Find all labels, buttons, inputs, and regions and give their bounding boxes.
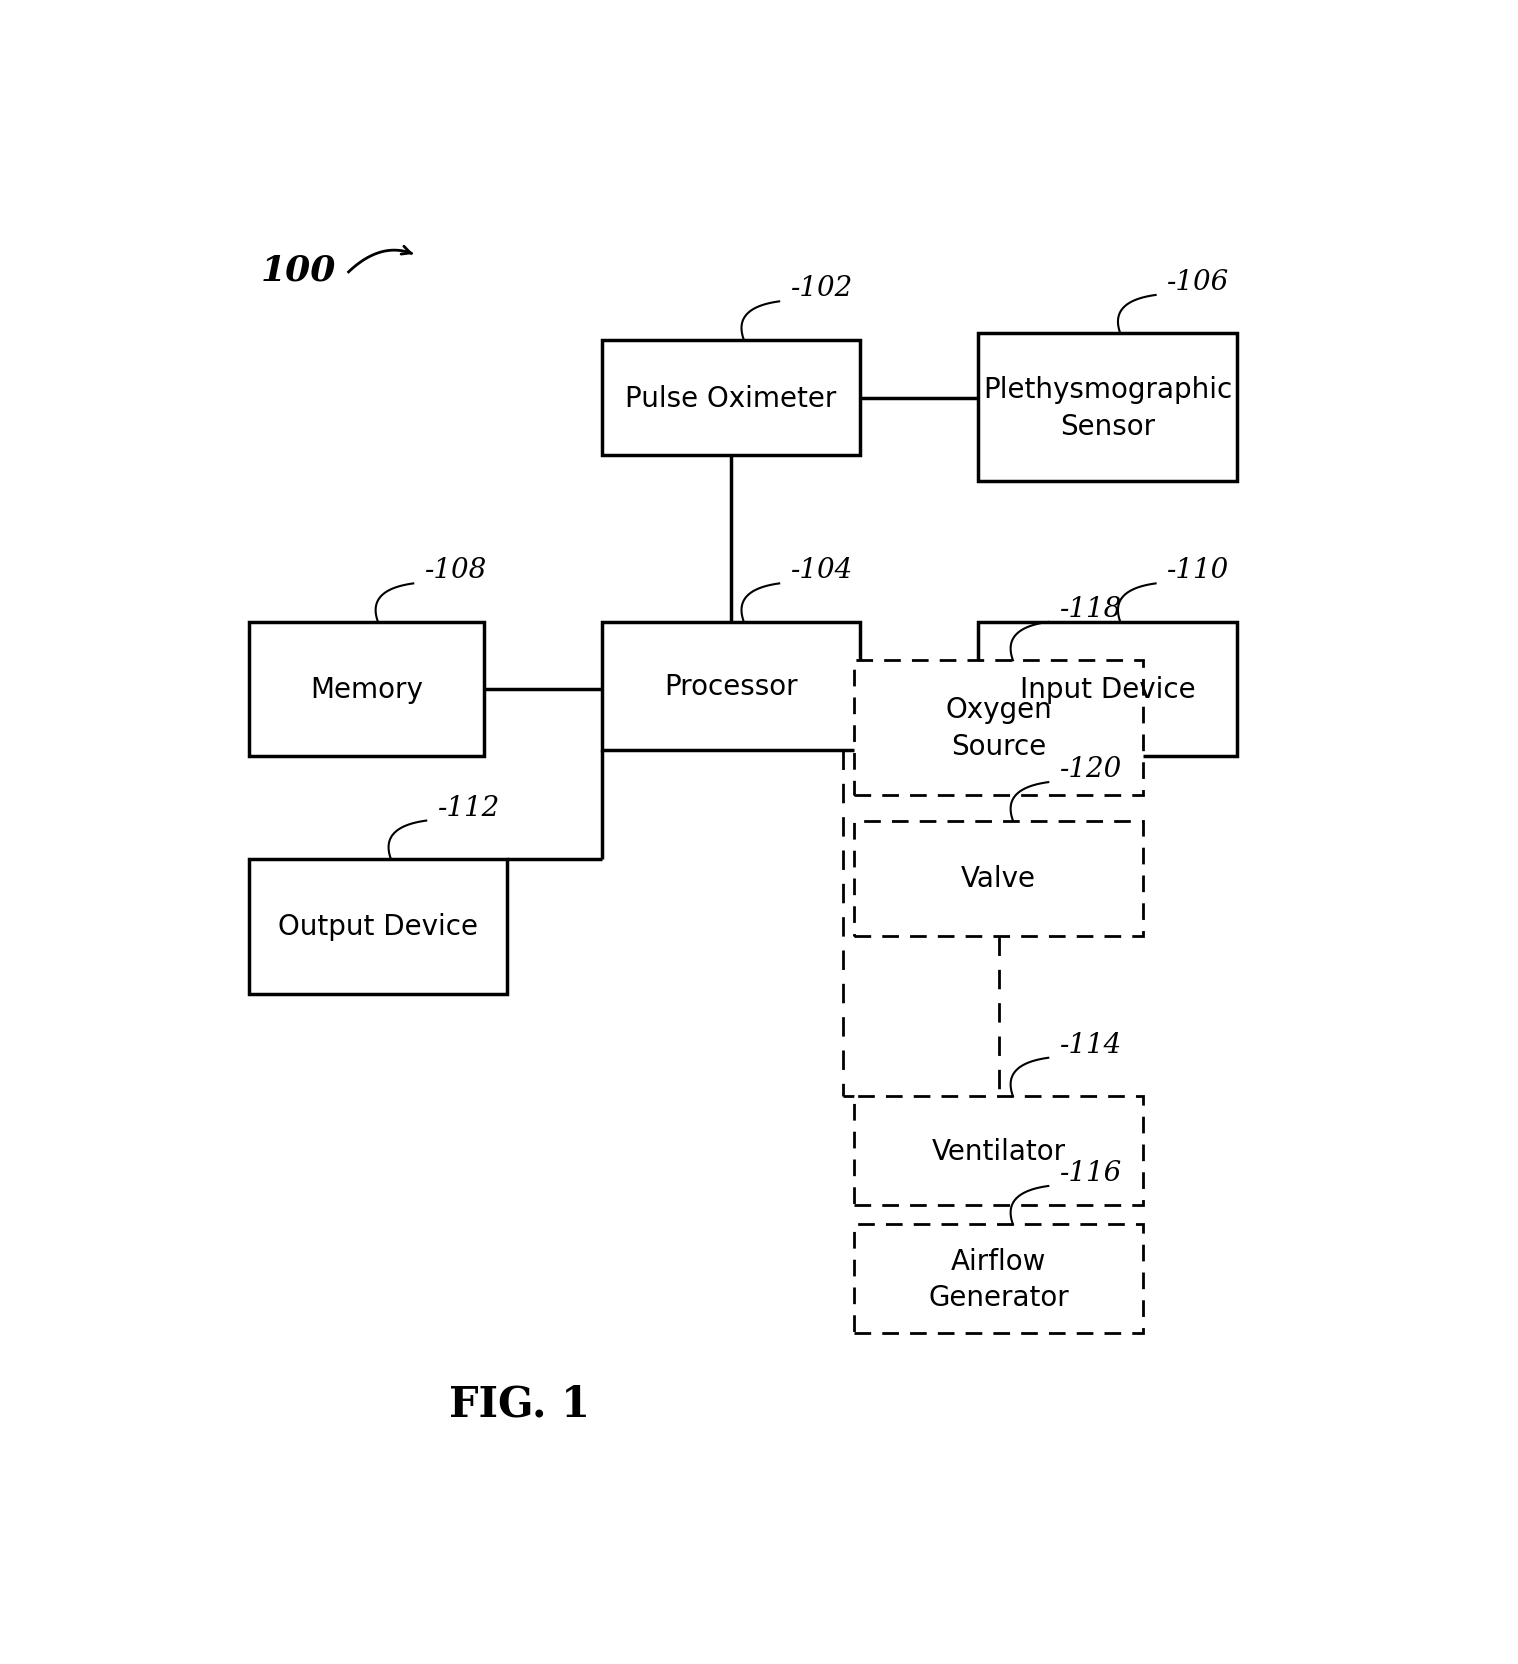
Text: Memory: Memory (310, 676, 422, 704)
Text: -104: -104 (791, 557, 853, 584)
Text: Oxygen
Source: Oxygen Source (946, 696, 1052, 760)
Bar (855, 820, 1143, 937)
Text: Output Device: Output Device (278, 914, 478, 940)
Text: 100: 100 (261, 253, 335, 288)
Text: Airflow
Generator: Airflow Generator (927, 1246, 1069, 1311)
Text: Input Device: Input Device (1020, 676, 1195, 704)
Text: -106: -106 (1167, 270, 1230, 296)
Bar (978, 334, 1237, 481)
Text: Processor: Processor (663, 672, 798, 701)
Text: -112: -112 (439, 794, 501, 820)
Bar (855, 1097, 1143, 1205)
Text: -114: -114 (1060, 1032, 1122, 1058)
Text: -110: -110 (1167, 557, 1230, 584)
Bar (978, 622, 1237, 757)
Text: Plethysmographic
Sensor: Plethysmographic Sensor (982, 376, 1233, 441)
Text: -102: -102 (791, 275, 853, 303)
Text: -118: -118 (1060, 596, 1122, 622)
Text: Pulse Oximeter: Pulse Oximeter (625, 384, 836, 413)
Bar (601, 622, 861, 750)
Bar (249, 860, 507, 993)
Text: Valve: Valve (961, 865, 1037, 894)
Bar (249, 622, 484, 757)
Bar (855, 1225, 1143, 1333)
Bar (601, 341, 861, 456)
Bar (855, 661, 1143, 795)
Text: -116: -116 (1060, 1160, 1122, 1186)
Text: -108: -108 (425, 557, 487, 584)
Text: FIG. 1: FIG. 1 (449, 1383, 589, 1424)
Text: Ventilator: Ventilator (932, 1137, 1066, 1165)
Text: -120: -120 (1060, 755, 1122, 782)
